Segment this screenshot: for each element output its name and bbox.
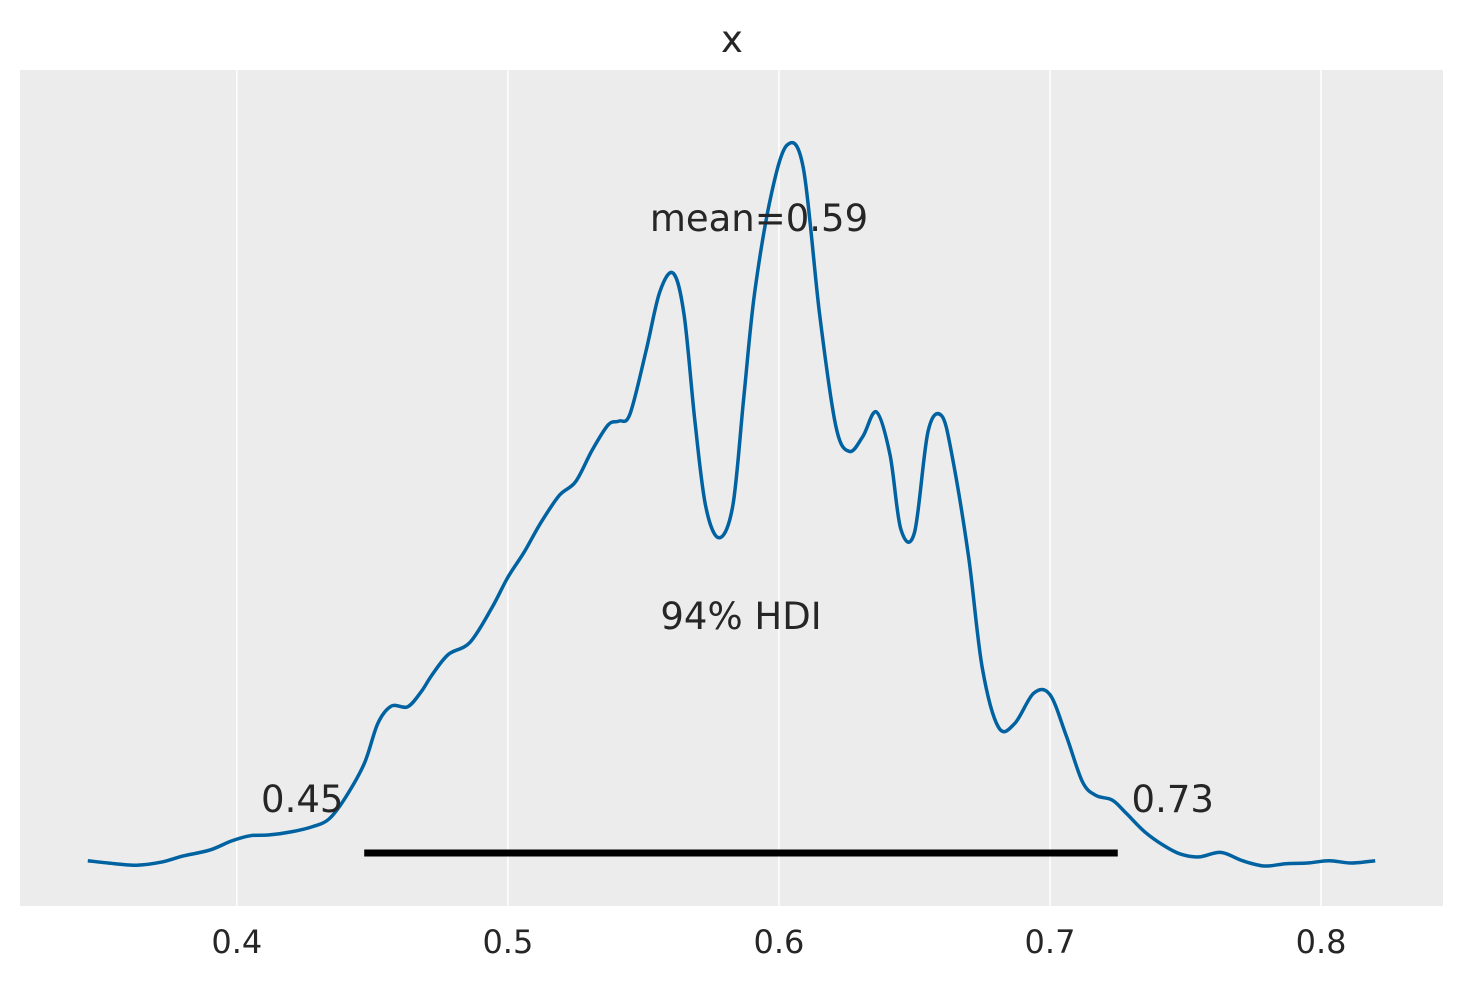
density-curve [87, 140, 1376, 868]
x-tick-label: 0.4 [211, 923, 262, 961]
x-axis-ticks: 0.4 0.5 0.6 0.7 0.8 [211, 923, 1346, 961]
x-tick-label: 0.6 [753, 923, 804, 961]
plot-area [20, 70, 1443, 906]
hdi-low-label: 0.45 [261, 778, 343, 821]
chart-title: x [721, 18, 743, 61]
mean-label: mean=0.59 [650, 197, 868, 240]
x-tick-label: 0.5 [482, 923, 533, 961]
hdi-label: 94% HDI [660, 595, 821, 638]
x-tick-label: 0.8 [1296, 923, 1347, 961]
grid-lines [236, 70, 1322, 906]
hdi-high-label: 0.73 [1132, 778, 1214, 821]
x-tick-label: 0.7 [1025, 923, 1076, 961]
